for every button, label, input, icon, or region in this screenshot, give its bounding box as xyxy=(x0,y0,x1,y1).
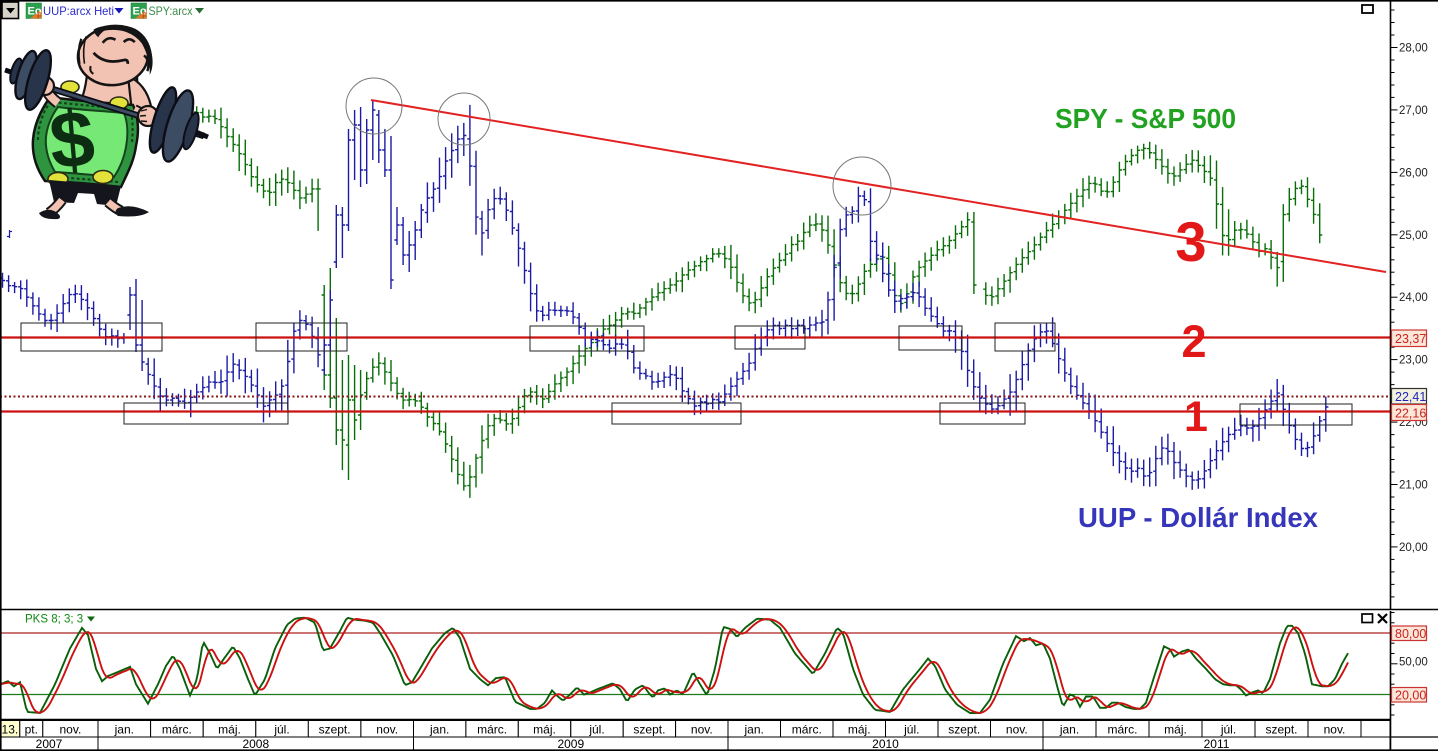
svg-text:UUP:arcx Heti: UUP:arcx Heti xyxy=(43,4,114,18)
svg-text:jan.: jan. xyxy=(1059,723,1079,737)
svg-text:23,00: 23,00 xyxy=(1399,355,1428,367)
svg-text:25,00: 25,00 xyxy=(1399,230,1428,242)
svg-text:máj.: máj. xyxy=(218,723,241,737)
svg-text:szept.: szept. xyxy=(1265,723,1297,737)
svg-text:23,37: 23,37 xyxy=(1395,332,1426,346)
svg-text:SPY - S&P 500: SPY - S&P 500 xyxy=(1055,103,1236,134)
svg-text:szept.: szept. xyxy=(633,723,665,737)
svg-text:2: 2 xyxy=(1181,316,1206,367)
svg-text:1: 1 xyxy=(1184,393,1208,441)
svg-text:UUP - Dollár Index: UUP - Dollár Index xyxy=(1078,502,1318,533)
svg-text:máj.: máj. xyxy=(1164,723,1187,737)
svg-text:20,00: 20,00 xyxy=(1395,689,1426,703)
svg-text:80,00: 80,00 xyxy=(1395,627,1426,641)
svg-text:márc.: márc. xyxy=(792,723,822,737)
svg-text:szept.: szept. xyxy=(948,723,980,737)
svg-text:3: 3 xyxy=(1175,210,1206,273)
svg-text:2011: 2011 xyxy=(1204,737,1230,751)
svg-text:2010: 2010 xyxy=(872,737,899,751)
svg-text:24,00: 24,00 xyxy=(1399,292,1428,304)
svg-text:Eo: Eo xyxy=(28,6,42,18)
svg-text:jan.: jan. xyxy=(429,723,449,737)
svg-text:nov.: nov. xyxy=(376,723,398,737)
svg-text:pt.: pt. xyxy=(25,723,38,737)
svg-text:2008: 2008 xyxy=(242,737,269,751)
svg-text:26,00: 26,00 xyxy=(1399,167,1428,179)
svg-text:jan.: jan. xyxy=(114,723,134,737)
svg-text:nov.: nov. xyxy=(60,723,82,737)
svg-text:2007: 2007 xyxy=(36,737,63,751)
svg-text:júl.: júl. xyxy=(1220,723,1236,737)
svg-text:júl.: júl. xyxy=(903,723,919,737)
svg-text:szept.: szept. xyxy=(319,723,351,737)
svg-text:21,00: 21,00 xyxy=(1399,480,1428,492)
svg-text:máj.: máj. xyxy=(848,723,871,737)
svg-text:márc.: márc. xyxy=(1108,723,1138,737)
svg-text:nov.: nov. xyxy=(691,723,713,737)
svg-text:13.: 13. xyxy=(2,723,19,737)
svg-text:máj.: máj. xyxy=(533,723,556,737)
svg-text:2009: 2009 xyxy=(557,737,584,751)
svg-text:SPY:arcx: SPY:arcx xyxy=(149,4,193,18)
svg-text:jan.: jan. xyxy=(744,723,764,737)
svg-text:PKS 8; 3; 3: PKS 8; 3; 3 xyxy=(25,614,83,626)
svg-text:20,00: 20,00 xyxy=(1399,542,1428,554)
svg-text:júl.: júl. xyxy=(273,723,289,737)
svg-text:$: $ xyxy=(46,93,98,186)
svg-text:F: F xyxy=(37,12,42,21)
svg-text:júl.: júl. xyxy=(588,723,604,737)
svg-text:27,00: 27,00 xyxy=(1399,105,1428,117)
svg-text:22,41: 22,41 xyxy=(1395,390,1426,404)
svg-text:22,16: 22,16 xyxy=(1395,407,1426,421)
svg-text:nov.: nov. xyxy=(1324,723,1346,737)
svg-text:28,00: 28,00 xyxy=(1399,43,1428,55)
svg-text:50,00: 50,00 xyxy=(1399,657,1428,669)
svg-text:nov.: nov. xyxy=(1006,723,1028,737)
svg-text:F: F xyxy=(142,12,147,21)
svg-text:márc.: márc. xyxy=(162,723,192,737)
svg-text:Eo: Eo xyxy=(133,6,147,18)
svg-text:márc.: márc. xyxy=(477,723,507,737)
